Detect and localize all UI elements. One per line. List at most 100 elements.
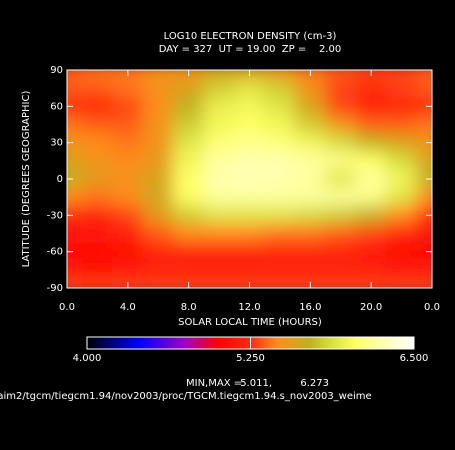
heatmap-cell <box>325 205 357 225</box>
heatmap-cell <box>264 70 296 80</box>
heatmap-cell <box>416 242 432 262</box>
heatmap-cell <box>203 278 235 288</box>
heatmap-cell <box>264 114 296 135</box>
heatmap-cell <box>142 151 174 171</box>
heatmap-cell <box>203 205 235 225</box>
stats-min: 5.011, <box>240 378 272 389</box>
heatmap-cell <box>264 242 296 262</box>
heatmap-cell <box>264 278 296 288</box>
heatmap-cell <box>172 169 205 189</box>
heatmap-cell <box>264 169 296 189</box>
heatmap-cell <box>203 133 235 153</box>
heatmap-cell <box>67 114 83 135</box>
heatmap-cell <box>355 151 387 171</box>
heatmap-cell <box>81 187 114 207</box>
heatmap-cell <box>112 169 144 189</box>
heatmap-cell <box>416 78 432 98</box>
heatmap-cell <box>233 223 266 244</box>
colorbar-tick-label: 4.000 <box>73 353 102 364</box>
heatmap-cell <box>233 96 266 116</box>
heatmap-cell <box>67 278 83 288</box>
heatmap-cell <box>416 260 432 280</box>
heatmap-cell <box>294 169 327 189</box>
heatmap-cell <box>264 187 296 207</box>
heatmap-cell <box>142 242 174 262</box>
colorbar-tick-label: 5.250 <box>236 353 265 364</box>
heatmap-cell <box>172 187 205 207</box>
heatmap-cell <box>112 78 144 98</box>
heatmap-cell <box>264 96 296 116</box>
heatmap-cell <box>416 278 432 288</box>
heatmap-cell <box>355 205 387 225</box>
heatmap-cell <box>67 205 83 225</box>
heatmap-cell <box>81 78 114 98</box>
heatmap-cell <box>112 187 144 207</box>
heatmap-cell <box>264 205 296 225</box>
heatmap-cell <box>385 133 418 153</box>
heatmap-cell <box>142 223 174 244</box>
stats-label: MIN,MAX = <box>186 378 242 389</box>
y-tick-label: 30 <box>50 138 63 149</box>
heatmap-cell <box>203 151 235 171</box>
heatmap-cell <box>203 242 235 262</box>
heatmap-cell <box>81 260 114 280</box>
heatmap-cell <box>203 96 235 116</box>
heatmap-cell <box>355 187 387 207</box>
heatmap-cell <box>142 169 174 189</box>
heatmap-cell <box>355 169 387 189</box>
y-tick-label: -30 <box>47 210 63 221</box>
y-axis-label: LATITUDE (DEGREES GEOGRAPHIC) <box>21 91 32 268</box>
heatmap-cell <box>81 169 114 189</box>
heatmap-cell <box>416 169 432 189</box>
heatmap-cell <box>233 151 266 171</box>
heatmap-cell <box>294 114 327 135</box>
heatmap-cell <box>81 242 114 262</box>
heatmap-cell <box>416 70 432 80</box>
heatmap-cell <box>294 187 327 207</box>
heatmap-cell <box>203 187 235 207</box>
heatmap-cell <box>233 78 266 98</box>
heatmap-cell <box>203 169 235 189</box>
heatmap-cell <box>325 70 357 80</box>
heatmap-cell <box>172 96 205 116</box>
heatmap-cell <box>355 78 387 98</box>
heatmap-cell <box>142 187 174 207</box>
heatmap-cell <box>294 260 327 280</box>
heatmap-cell <box>172 223 205 244</box>
heatmap-cell <box>67 223 83 244</box>
heatmap-cell <box>416 205 432 225</box>
x-tick-label: 4.0 <box>120 302 136 313</box>
heatmap-cell <box>67 187 83 207</box>
heatmap-cell <box>355 133 387 153</box>
heatmap-cell <box>385 260 418 280</box>
heatmap-cell <box>385 242 418 262</box>
heatmap-cell <box>325 242 357 262</box>
heatmap-cell <box>172 260 205 280</box>
x-tick-label: 0.0 <box>424 302 440 313</box>
heatmap-cell <box>355 260 387 280</box>
chart-title: LOG10 ELECTRON DENSITY (cm-3) <box>164 31 337 42</box>
heatmap-cell <box>142 278 174 288</box>
heatmap-cell <box>325 96 357 116</box>
heatmap-cell <box>81 133 114 153</box>
heatmap-cell <box>233 205 266 225</box>
heatmap-cell <box>416 223 432 244</box>
heatmap-cell <box>264 223 296 244</box>
heatmap-cell <box>81 151 114 171</box>
heatmap-cell <box>142 133 174 153</box>
heatmap-cells <box>67 70 432 288</box>
heatmap-cell <box>81 223 114 244</box>
heatmap-cell <box>385 151 418 171</box>
heatmap-cell <box>142 260 174 280</box>
heatmap-cell <box>416 151 432 171</box>
heatmap-cell <box>294 133 327 153</box>
heatmap-cell <box>294 223 327 244</box>
heatmap-cell <box>67 133 83 153</box>
heatmap-cell <box>325 223 357 244</box>
colorbar-tick-label: 6.500 <box>400 353 429 364</box>
heatmap-cell <box>325 78 357 98</box>
heatmap-cell <box>264 133 296 153</box>
heatmap-cell <box>112 133 144 153</box>
y-tick-label: 60 <box>50 101 63 112</box>
